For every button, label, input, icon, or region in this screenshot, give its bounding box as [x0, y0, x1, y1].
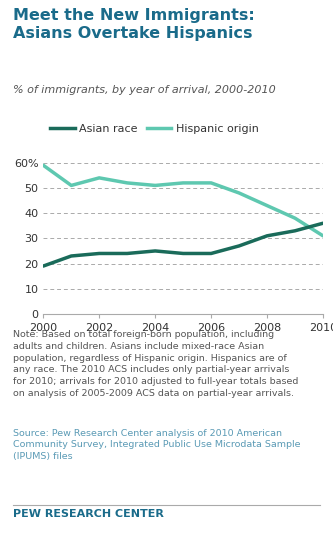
Legend: Asian race, Hispanic origin: Asian race, Hispanic origin [46, 119, 263, 138]
Text: % of immigrants, by year of arrival, 2000-2010: % of immigrants, by year of arrival, 200… [13, 85, 276, 94]
Text: PEW RESEARCH CENTER: PEW RESEARCH CENTER [13, 509, 164, 519]
Text: Note: Based on total foreign-born population, including
adults and children. Asi: Note: Based on total foreign-born popula… [13, 330, 299, 397]
Text: Meet the New Immigrants:
Asians Overtake Hispanics: Meet the New Immigrants: Asians Overtake… [13, 8, 255, 41]
Text: Source: Pew Research Center analysis of 2010 American
Community Survey, Integrat: Source: Pew Research Center analysis of … [13, 429, 301, 461]
